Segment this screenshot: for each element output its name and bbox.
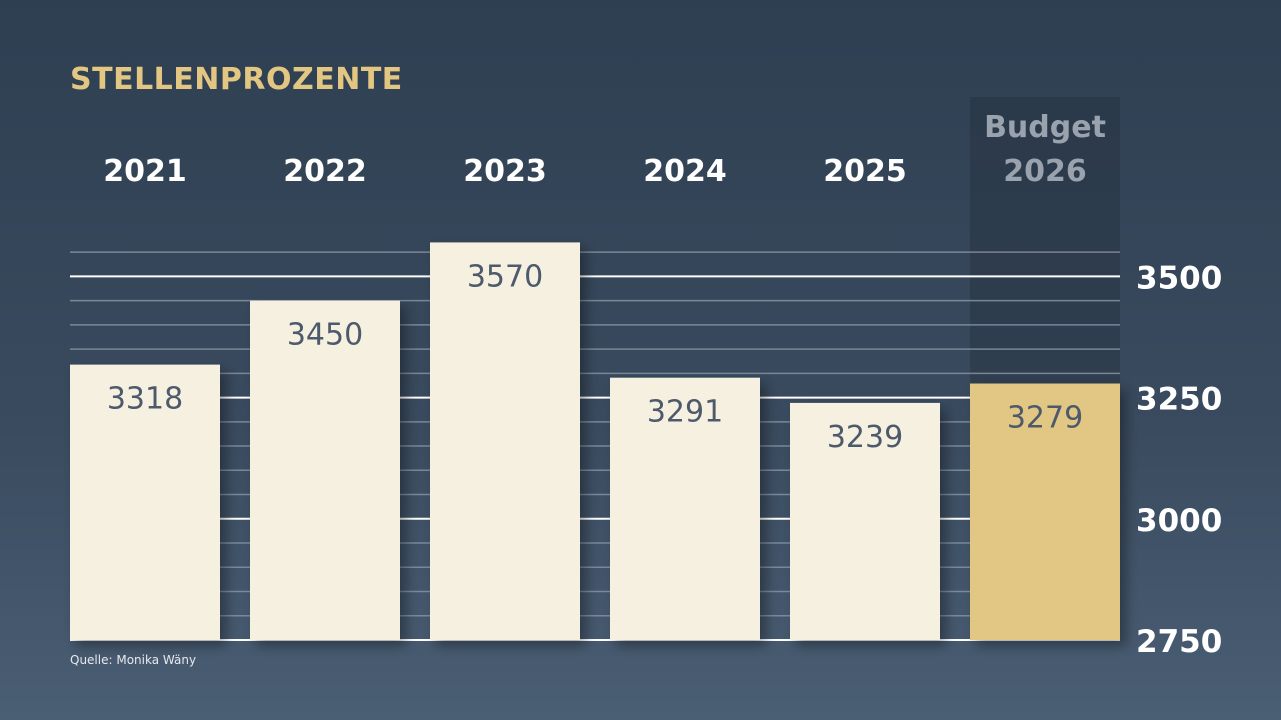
category-label: 2022 (283, 154, 367, 189)
category-label: 2024 (643, 154, 727, 189)
bar-value-label: 3279 (1007, 401, 1083, 436)
chart-title: STELLENPROZENTE (70, 62, 403, 97)
bar-value-label: 3291 (647, 395, 723, 430)
bar-value-label: 3318 (107, 382, 183, 417)
bar (250, 300, 400, 640)
y-tick-label: 2750 (1136, 624, 1222, 660)
y-tick-label: 3250 (1136, 382, 1222, 418)
category-label: 2023 (463, 154, 547, 189)
category-label: Budget (984, 110, 1106, 145)
category-label: 2025 (823, 154, 907, 189)
bar (970, 383, 1120, 640)
y-tick-label: 3000 (1136, 503, 1222, 539)
bar-value-label: 3239 (827, 420, 903, 455)
bar-value-label: 3570 (467, 259, 543, 294)
bar (790, 402, 940, 640)
category-label: 2021 (103, 154, 187, 189)
category-label: 2026 (1003, 154, 1087, 189)
bar (70, 364, 220, 640)
bar (610, 377, 760, 640)
bar-value-label: 3450 (287, 318, 363, 353)
bar (430, 242, 580, 640)
y-tick-label: 3500 (1136, 260, 1222, 296)
source-note: Quelle: Monika Wäny (70, 653, 197, 667)
